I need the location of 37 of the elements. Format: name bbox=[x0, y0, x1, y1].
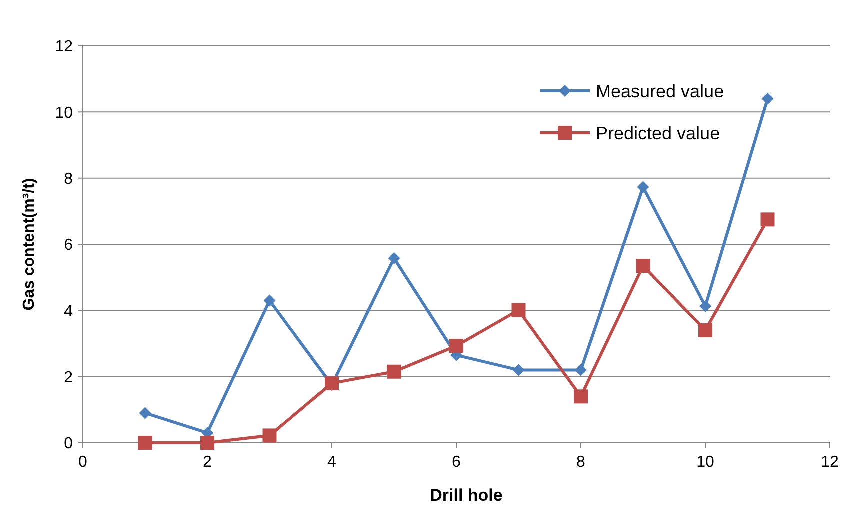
point bbox=[262, 428, 277, 443]
point bbox=[200, 436, 214, 450]
y-tick-label: 10 bbox=[55, 104, 74, 122]
x-tick-label: 10 bbox=[696, 454, 714, 471]
point bbox=[388, 252, 400, 264]
point bbox=[762, 92, 774, 105]
x-tick-label: 0 bbox=[78, 454, 88, 471]
x-tick-label: 12 bbox=[821, 454, 839, 471]
x-tick-label: 6 bbox=[452, 454, 462, 471]
point bbox=[512, 364, 525, 376]
y-tick-label: 8 bbox=[64, 170, 74, 188]
point bbox=[264, 294, 276, 307]
point bbox=[138, 436, 152, 450]
x-tick-label: 2 bbox=[203, 454, 212, 471]
point bbox=[387, 364, 402, 379]
y-tick-label: 2 bbox=[64, 369, 74, 386]
point bbox=[636, 259, 650, 274]
y-tick-label: 4 bbox=[64, 303, 74, 320]
point bbox=[575, 364, 587, 376]
point bbox=[139, 407, 152, 420]
point bbox=[637, 181, 650, 194]
legend-label: Measured value bbox=[596, 81, 724, 102]
point bbox=[512, 303, 526, 318]
point bbox=[760, 212, 775, 227]
point bbox=[450, 339, 464, 354]
point bbox=[325, 376, 339, 390]
y-tick-label: 12 bbox=[55, 38, 74, 56]
x-tick-label: 4 bbox=[328, 454, 337, 471]
y-axis-title: Gas content(m³/t) bbox=[21, 178, 38, 311]
y-tick-label: 6 bbox=[64, 237, 74, 254]
x-tick-label: 8 bbox=[576, 454, 586, 471]
x-axis-title: Drill hole bbox=[430, 486, 503, 505]
y-tick-label: 0 bbox=[64, 436, 74, 453]
point bbox=[698, 324, 712, 338]
point bbox=[700, 300, 712, 312]
point bbox=[574, 390, 588, 404]
legend-label: Predicted value bbox=[596, 123, 720, 144]
